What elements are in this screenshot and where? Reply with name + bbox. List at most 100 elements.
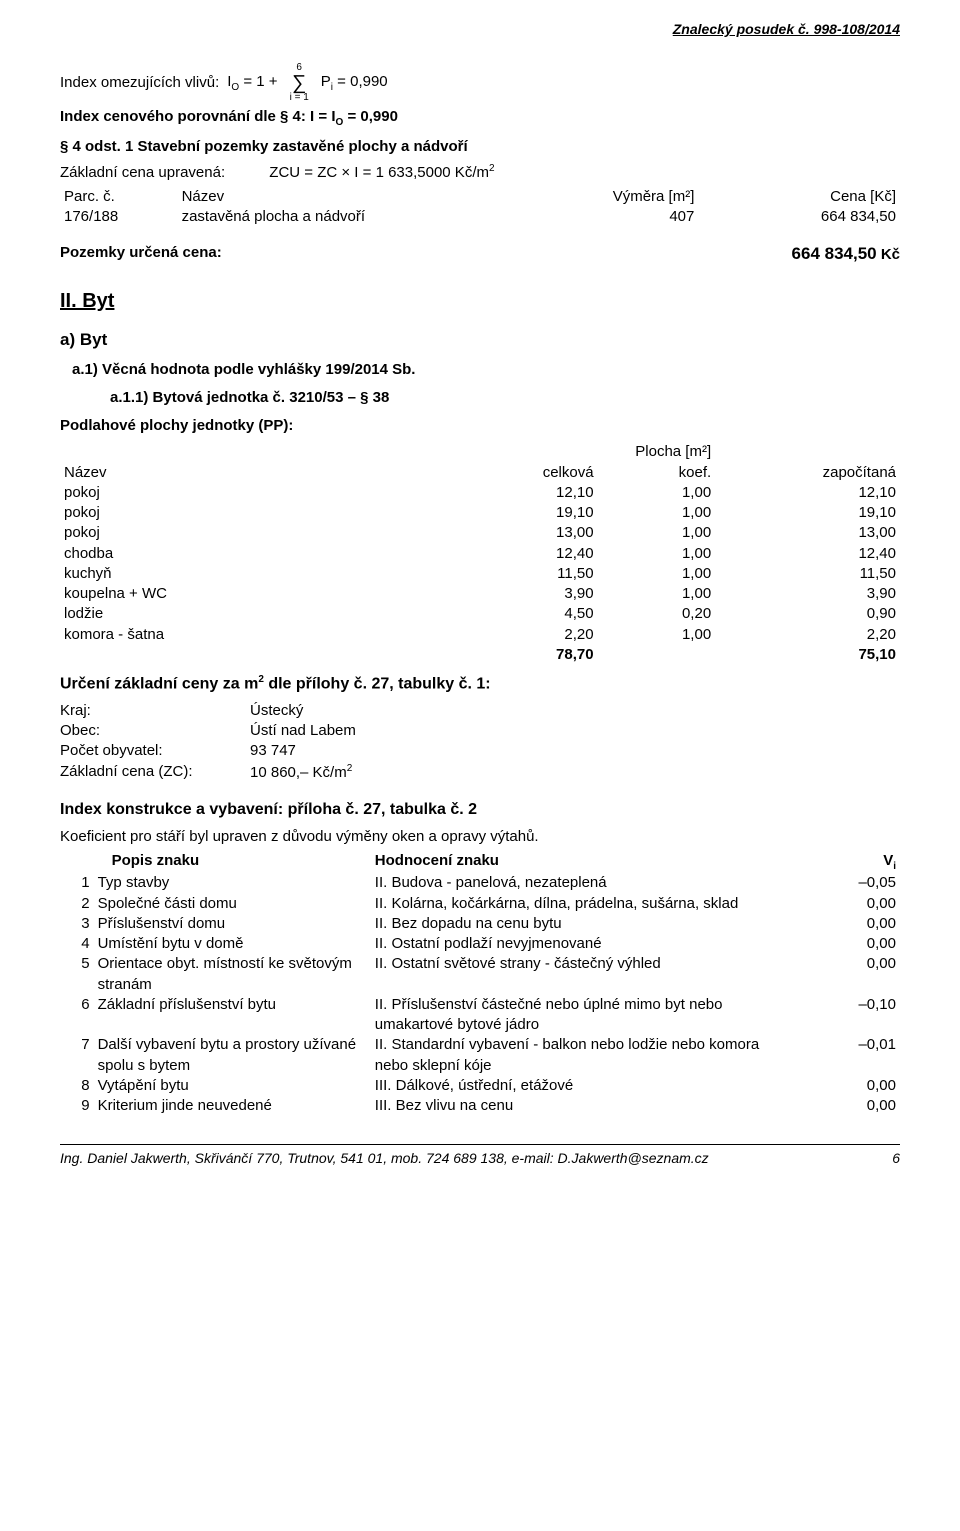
znak-n: 5 bbox=[60, 954, 94, 995]
pp-koef: 1,00 bbox=[598, 523, 716, 543]
vi-text: V bbox=[883, 852, 893, 869]
znak-hod: II. Bez dopadu na cenu bytu bbox=[371, 914, 791, 934]
zc-title: Určení základní ceny za m2 dle přílohy č… bbox=[60, 673, 900, 695]
zc-v-text: 10 860,– Kč/m bbox=[250, 764, 347, 781]
table-row: pokoj12,101,0012,10 bbox=[60, 483, 900, 503]
pp-name: pokoj bbox=[60, 523, 446, 543]
pp-cel: 12,10 bbox=[446, 483, 597, 503]
pp-cel: 4,50 bbox=[446, 604, 597, 624]
footer-page-number: 6 bbox=[892, 1149, 900, 1168]
parc-h4: Cena [Kč] bbox=[698, 187, 900, 207]
io-pi: P bbox=[321, 73, 331, 90]
formula-cenoveho: Index cenového porovnání dle § 4: I = IO… bbox=[60, 107, 900, 130]
io-eq: = 1 + bbox=[239, 73, 277, 90]
znak-v: 0,00 bbox=[791, 914, 900, 934]
pp-zap: 3,90 bbox=[715, 584, 900, 604]
znak-popis: Typ stavby bbox=[94, 873, 371, 893]
parc-r2: zastavěná plocha a nádvoří bbox=[178, 207, 497, 227]
pp-cel: 19,10 bbox=[446, 503, 597, 523]
table-row: komora - šatna2,201,002,20 bbox=[60, 625, 900, 645]
pp-name: pokoj bbox=[60, 503, 446, 523]
znaky-h-hod: Hodnocení znaku bbox=[371, 851, 791, 874]
table-row: 6Základní příslušenství bytuII. Přísluše… bbox=[60, 995, 900, 1036]
zc-k: Základní cena (ZC): bbox=[60, 762, 250, 783]
parc-h1: Parc. č. bbox=[60, 187, 178, 207]
pp-zap: 12,10 bbox=[715, 483, 900, 503]
znak-popis: Umístění bytu v domě bbox=[94, 934, 371, 954]
table-row: chodba12,401,0012,40 bbox=[60, 544, 900, 564]
znak-v: –0,10 bbox=[791, 995, 900, 1036]
pp-cel: 3,90 bbox=[446, 584, 597, 604]
table-row: 4Umístění bytu v doměII. Ostatní podlaží… bbox=[60, 934, 900, 954]
table-row: pokoj19,101,0019,10 bbox=[60, 503, 900, 523]
zc-title-a: Určení základní ceny za m bbox=[60, 675, 258, 692]
zc-title-b: dle přílohy č. 27, tabulky č. 1: bbox=[264, 675, 491, 692]
ikv-note: Koeficient pro stáří byl upraven z důvod… bbox=[60, 827, 900, 847]
heading-a11: a.1.1) Bytová jednotka č. 3210/53 – § 38 bbox=[110, 388, 900, 408]
parc-h2: Název bbox=[178, 187, 497, 207]
formula2-label: Index cenového porovnání dle § 4: I = I bbox=[60, 108, 336, 125]
znak-popis: Další vybavení bytu a prostory užívané s… bbox=[94, 1035, 371, 1076]
doc-header: Znalecký posudek č. 998-108/2014 bbox=[60, 20, 900, 39]
footer-left: Ing. Daniel Jakwerth, Skřivánčí 770, Tru… bbox=[60, 1149, 709, 1168]
formula2-eq: = bbox=[343, 108, 360, 125]
pp-superhead: Plocha [m²] bbox=[60, 442, 900, 462]
pp-name: lodžie bbox=[60, 604, 446, 624]
pp-title: Podlahové plochy jednotky (PP): bbox=[60, 416, 900, 436]
znak-hod: II. Ostatní podlaží nevyjmenované bbox=[371, 934, 791, 954]
zcu-label: Základní cena upravená: bbox=[60, 164, 225, 181]
znak-popis: Příslušenství domu bbox=[94, 914, 371, 934]
parc-h3: Výměra [m²] bbox=[497, 187, 699, 207]
pp-table: Plocha [m²] Název celková koef. započíta… bbox=[60, 442, 900, 665]
znak-n: 9 bbox=[60, 1096, 94, 1116]
pp-zap: 11,50 bbox=[715, 564, 900, 584]
obyv-k: Počet obyvatel: bbox=[60, 741, 250, 761]
znak-popis: Společné části domu bbox=[94, 894, 371, 914]
pp-h-name: Název bbox=[60, 463, 446, 483]
pp-name: koupelna + WC bbox=[60, 584, 446, 604]
pp-koef: 1,00 bbox=[598, 564, 716, 584]
sigma-icon: 6 ∑ i = 1 bbox=[290, 63, 309, 103]
znak-v: –0,01 bbox=[791, 1035, 900, 1076]
table-row: 7Další vybavení bytu a prostory užívané … bbox=[60, 1035, 900, 1076]
pp-plocha-label: Plocha [m²] bbox=[446, 442, 900, 462]
znak-hod: II. Budova - panelová, nezateplená bbox=[371, 873, 791, 893]
pp-koef: 1,00 bbox=[598, 625, 716, 645]
heading-a-byt: a) Byt bbox=[60, 329, 900, 352]
table-row: koupelna + WC3,901,003,90 bbox=[60, 584, 900, 604]
znak-v: 0,00 bbox=[791, 1096, 900, 1116]
znak-popis: Základní příslušenství bytu bbox=[94, 995, 371, 1036]
znak-n: 8 bbox=[60, 1076, 94, 1096]
io-result: = 0,990 bbox=[333, 73, 388, 90]
pp-head: Název celková koef. započítaná bbox=[60, 463, 900, 483]
pp-cel: 11,50 bbox=[446, 564, 597, 584]
page-footer: Ing. Daniel Jakwerth, Skřivánčí 770, Tru… bbox=[60, 1144, 900, 1168]
pozemky-label: Pozemky určená cena: bbox=[60, 243, 222, 263]
znak-hod: III. Dálkové, ústřední, etážové bbox=[371, 1076, 791, 1096]
znak-n: 1 bbox=[60, 873, 94, 893]
pozemky-val2: 664 834,50 Kč bbox=[792, 243, 900, 266]
znaky-h-popis: Popis znaku bbox=[94, 851, 371, 874]
zcu-val-text: ZCU = ZC × I = 1 633,5000 Kč/m bbox=[269, 164, 489, 181]
znak-v: 0,00 bbox=[791, 894, 900, 914]
pp-koef: 1,00 bbox=[598, 503, 716, 523]
pp-sum: 78,70 75,10 bbox=[60, 645, 900, 665]
pp-name: pokoj bbox=[60, 483, 446, 503]
obyv-v: 93 747 bbox=[250, 741, 296, 761]
znak-v: 0,00 bbox=[791, 934, 900, 954]
pozemky-label-text: Pozemky určená cena: bbox=[60, 244, 222, 261]
pp-cel: 12,40 bbox=[446, 544, 597, 564]
znak-popis: Kriterium jinde neuvedené bbox=[94, 1096, 371, 1116]
pp-name: chodba bbox=[60, 544, 446, 564]
znak-hod: II. Ostatní světové strany - částečný vý… bbox=[371, 954, 791, 995]
zcu-val: ZCU = ZC × I = 1 633,5000 Kč/m2 bbox=[269, 164, 494, 181]
pp-name: kuchyň bbox=[60, 564, 446, 584]
parc-r4: 664 834,50 bbox=[698, 207, 900, 227]
obec-k: Obec: bbox=[60, 721, 250, 741]
znaky-h-vi: Vi bbox=[791, 851, 900, 874]
zc-v-exp: 2 bbox=[347, 763, 353, 774]
zcu-row: Základní cena upravená: ZCU = ZC × I = 1… bbox=[60, 162, 900, 183]
kraj-k: Kraj: bbox=[60, 701, 250, 721]
pp-name: komora - šatna bbox=[60, 625, 446, 645]
znak-hod: II. Kolárna, kočárkárna, dílna, prádelna… bbox=[371, 894, 791, 914]
